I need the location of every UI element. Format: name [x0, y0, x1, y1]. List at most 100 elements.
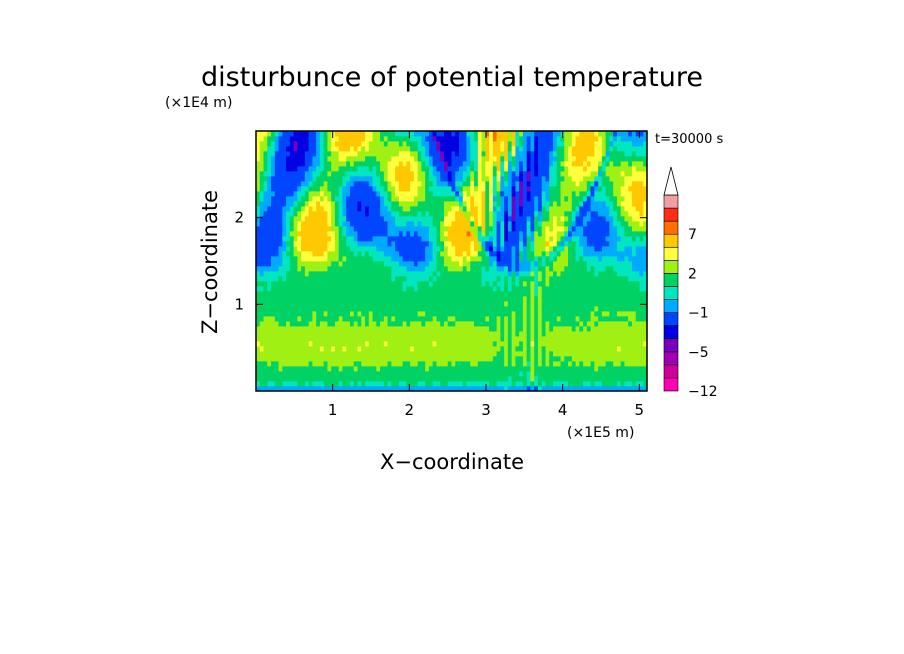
- heatmap-cell: [447, 316, 452, 322]
- heatmap-cell: [601, 286, 607, 292]
- heatmap-cell: [455, 371, 460, 377]
- heatmap-cell: [583, 221, 588, 227]
- heatmap-cell: [432, 331, 437, 337]
- heatmap-cell: [598, 296, 603, 302]
- heatmap-cell: [519, 136, 524, 142]
- heatmap-cell: [256, 206, 261, 212]
- heatmap-cell: [564, 281, 569, 287]
- heatmap-cell: [312, 221, 317, 227]
- heatmap-cell: [556, 341, 561, 347]
- heatmap-cell: [372, 216, 377, 222]
- heatmap-cell: [568, 141, 573, 147]
- heatmap-cell: [553, 226, 558, 232]
- heatmap-cell: [380, 251, 385, 257]
- heatmap-cell: [368, 256, 373, 262]
- heatmap-cell: [485, 346, 490, 352]
- heatmap-cell: [353, 266, 358, 272]
- heatmap-cell: [387, 261, 392, 267]
- heatmap-cell: [534, 356, 539, 362]
- heatmap-cell: [564, 216, 569, 222]
- heatmap-cell: [357, 186, 362, 192]
- heatmap-cell: [410, 336, 415, 342]
- heatmap-cell: [383, 216, 388, 222]
- heatmap-cell: [365, 201, 370, 207]
- heatmap-cell: [583, 276, 588, 282]
- heatmap-cell: [609, 151, 614, 157]
- heatmap-cell: [282, 351, 287, 357]
- heatmap-cell: [489, 136, 494, 142]
- heatmap-cell: [489, 331, 494, 337]
- heatmap-cell: [417, 311, 422, 317]
- heatmap-cell: [308, 131, 313, 137]
- heatmap-cell: [421, 136, 426, 142]
- heatmap-cell: [530, 156, 535, 162]
- heatmap-cell: [613, 361, 618, 367]
- heatmap-cell: [391, 211, 396, 217]
- heatmap-cell: [327, 261, 332, 267]
- heatmap-cell: [256, 271, 261, 277]
- heatmap-cell: [613, 151, 618, 157]
- heatmap-cell: [530, 376, 535, 382]
- heatmap-cell: [545, 136, 550, 142]
- heatmap-cell: [556, 261, 561, 267]
- heatmap-cell: [365, 236, 370, 242]
- heatmap-cell: [421, 186, 426, 192]
- heatmap-cell: [391, 166, 396, 172]
- heatmap-cell: [271, 311, 276, 317]
- heatmap-cell: [428, 371, 434, 377]
- heatmap-cell: [263, 346, 268, 352]
- heatmap-cell: [571, 331, 576, 337]
- heatmap-cell: [519, 141, 524, 147]
- heatmap-cell: [609, 321, 614, 327]
- heatmap-cell: [586, 271, 592, 277]
- heatmap-cell: [590, 261, 595, 267]
- heatmap-cell: [323, 266, 328, 272]
- heatmap-cell: [417, 261, 422, 267]
- heatmap-cell: [564, 141, 569, 147]
- heatmap-cell: [537, 351, 543, 357]
- heatmap-cell: [417, 336, 422, 342]
- heatmap-cell: [530, 351, 535, 357]
- heatmap-cell: [605, 211, 610, 217]
- heatmap-cell: [462, 151, 467, 157]
- heatmap-cell: [342, 256, 347, 262]
- heatmap-cell: [485, 336, 490, 342]
- heatmap-cell: [297, 156, 302, 162]
- heatmap-cell: [492, 181, 498, 187]
- heatmap-cell: [560, 206, 565, 212]
- heatmap-cell: [492, 266, 498, 272]
- heatmap-cell: [289, 331, 294, 337]
- heatmap-cell: [327, 241, 332, 247]
- heatmap-cell: [271, 166, 276, 172]
- heatmap-cell: [613, 231, 618, 237]
- heatmap-cell: [380, 386, 385, 392]
- heatmap-cell: [519, 266, 524, 272]
- heatmap-cell: [256, 361, 261, 367]
- heatmap-cell: [590, 181, 595, 187]
- heatmap-cell: [586, 186, 592, 192]
- heatmap-cell: [496, 316, 501, 322]
- heatmap-cell: [368, 346, 373, 352]
- heatmap-cell: [526, 296, 531, 302]
- heatmap-cell: [571, 291, 576, 297]
- heatmap-cell: [500, 236, 505, 242]
- heatmap-cell: [334, 271, 340, 277]
- heatmap-cell: [451, 226, 456, 232]
- heatmap-cell: [271, 186, 276, 192]
- heatmap-cell: [372, 256, 377, 262]
- heatmap-cell: [609, 371, 614, 377]
- heatmap-cell: [526, 381, 531, 387]
- heatmap-cell: [500, 156, 505, 162]
- heatmap-cell: [353, 356, 358, 362]
- heatmap-cell: [451, 186, 456, 192]
- heatmap-cell: [395, 141, 400, 147]
- heatmap-cell: [259, 221, 264, 227]
- heatmap-cell: [406, 136, 411, 142]
- heatmap-cell: [312, 166, 317, 172]
- heatmap-cell: [590, 256, 595, 262]
- heatmap-cell: [402, 206, 407, 212]
- heatmap-cell: [331, 291, 336, 297]
- heatmap-cell: [601, 271, 607, 277]
- heatmap-cell: [496, 271, 501, 277]
- heatmap-cell: [466, 196, 471, 202]
